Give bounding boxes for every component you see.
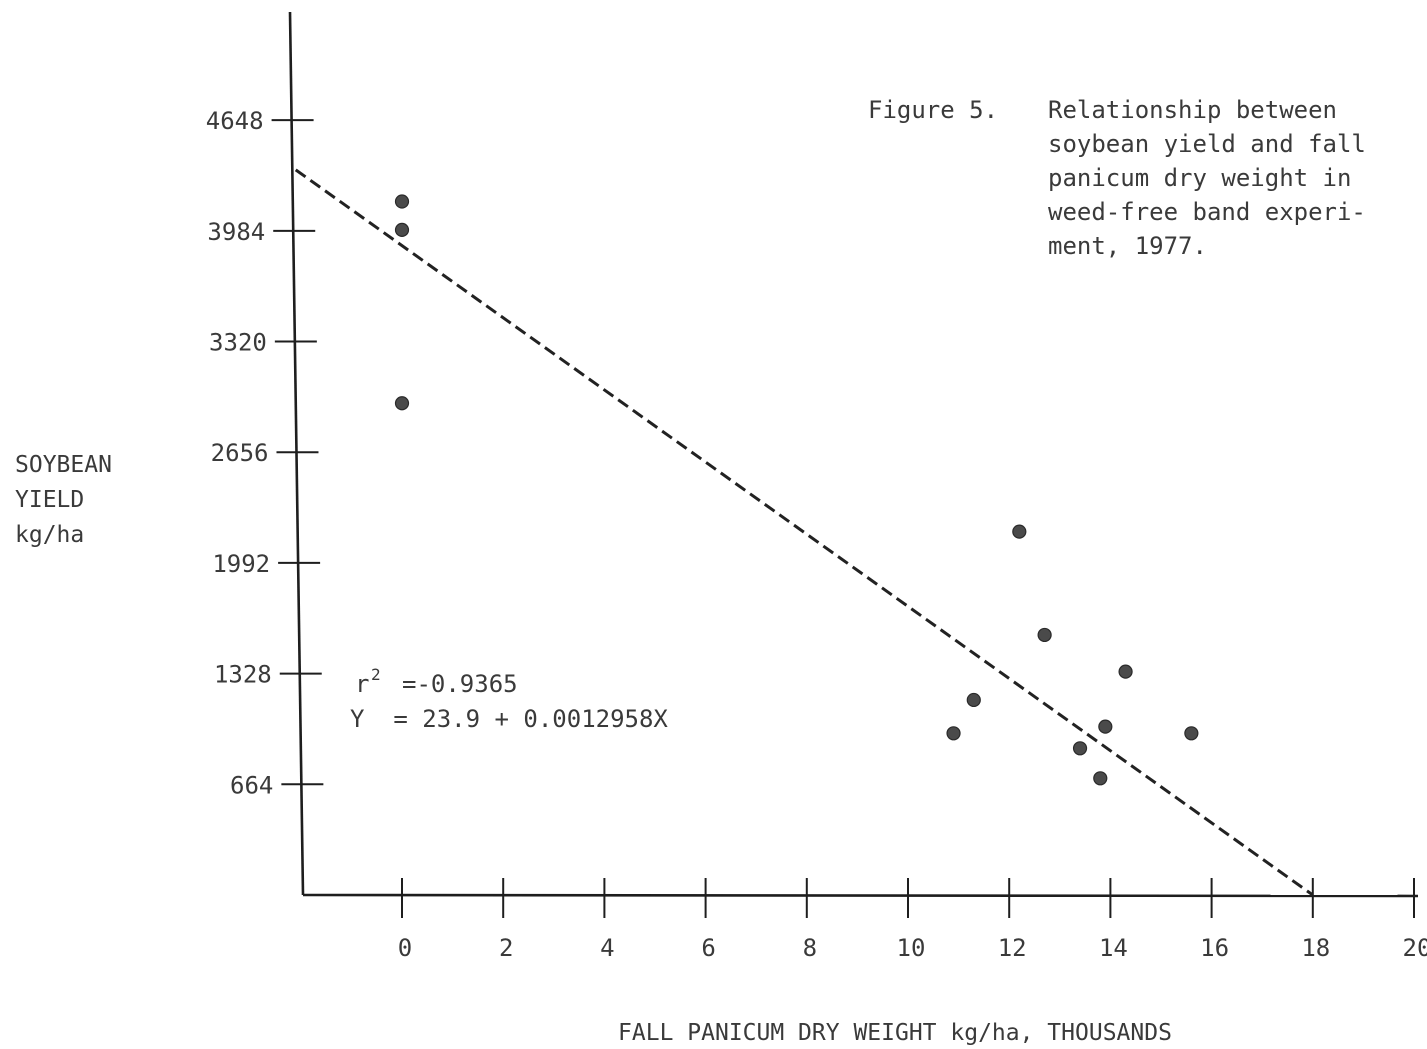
data-point	[1037, 627, 1052, 643]
x-tick-label: 0	[398, 934, 412, 962]
x-tick-label: 16	[1200, 934, 1229, 962]
y-axis-title-line: YIELD	[15, 487, 84, 513]
y-tick-label: 1992	[212, 550, 270, 578]
x-tick-label: 18	[1301, 934, 1330, 962]
data-point	[1184, 726, 1199, 741]
regression-line	[294, 168, 1314, 897]
y-axis-title-line: kg/ha	[15, 522, 84, 548]
caption-prefix: Figure 5.	[868, 96, 998, 124]
x-axis-title: FALL PANICUM DRY WEIGHT kg/ha, THOUSANDS	[618, 1020, 1172, 1046]
y-tick-label: 664	[230, 771, 273, 799]
data-point	[966, 692, 981, 708]
x-tick-label: 10	[897, 934, 926, 962]
regression-equation: Y = 23.9 + 0.0012958X	[350, 705, 668, 733]
y-tick-label: 3984	[207, 218, 265, 246]
r-squared-superscript: 2	[371, 665, 381, 684]
data-point	[1093, 771, 1108, 786]
x-tick-label: 20	[1403, 934, 1427, 962]
data-point	[394, 194, 410, 209]
y-axis-ticks: 664 1328 1992 2656 3320 3984 4648	[206, 107, 324, 799]
figure-caption: Figure 5. Relationship between soybean y…	[868, 96, 1366, 260]
y-tick-label: 1328	[214, 661, 272, 689]
regression-annotation: r 2 =-0.9365 Y = 23.9 + 0.0012958X	[350, 665, 668, 733]
x-axis-ticks: 0 2 4 6 8 10 12 14 16 18 20	[398, 878, 1427, 962]
y-tick-label: 2656	[211, 439, 269, 467]
x-axis-line	[302, 893, 1419, 898]
data-points	[394, 194, 1199, 786]
caption-line: weed-free band experi-	[1048, 198, 1366, 226]
caption-line: panicum dry weight in	[1048, 164, 1351, 192]
r-squared-value: =-0.9365	[402, 670, 518, 698]
caption-line: Relationship between	[1048, 96, 1337, 124]
r-squared-symbol: r	[355, 670, 369, 698]
y-axis-title: SOYBEAN YIELD kg/ha	[15, 452, 112, 548]
x-tick-label: 4	[600, 934, 614, 962]
y-tick-label: 3320	[209, 329, 267, 357]
data-point	[394, 396, 410, 411]
y-tick-label: 4648	[206, 107, 264, 135]
data-point	[1098, 719, 1113, 734]
x-tick-label: 2	[499, 934, 513, 962]
data-point	[1072, 741, 1088, 756]
x-tick-label: 8	[803, 934, 817, 962]
data-point	[1012, 524, 1027, 539]
data-point	[1118, 664, 1133, 679]
x-tick-label: 12	[998, 934, 1027, 962]
y-axis-line	[288, 11, 305, 896]
caption-line: soybean yield and fall	[1048, 130, 1366, 158]
y-axis-title-line: SOYBEAN	[15, 452, 112, 478]
x-tick-label: 6	[701, 934, 715, 962]
x-tick-label: 14	[1099, 934, 1128, 962]
data-point	[946, 726, 961, 741]
caption-line: ment, 1977.	[1048, 232, 1207, 260]
data-point	[394, 222, 410, 237]
